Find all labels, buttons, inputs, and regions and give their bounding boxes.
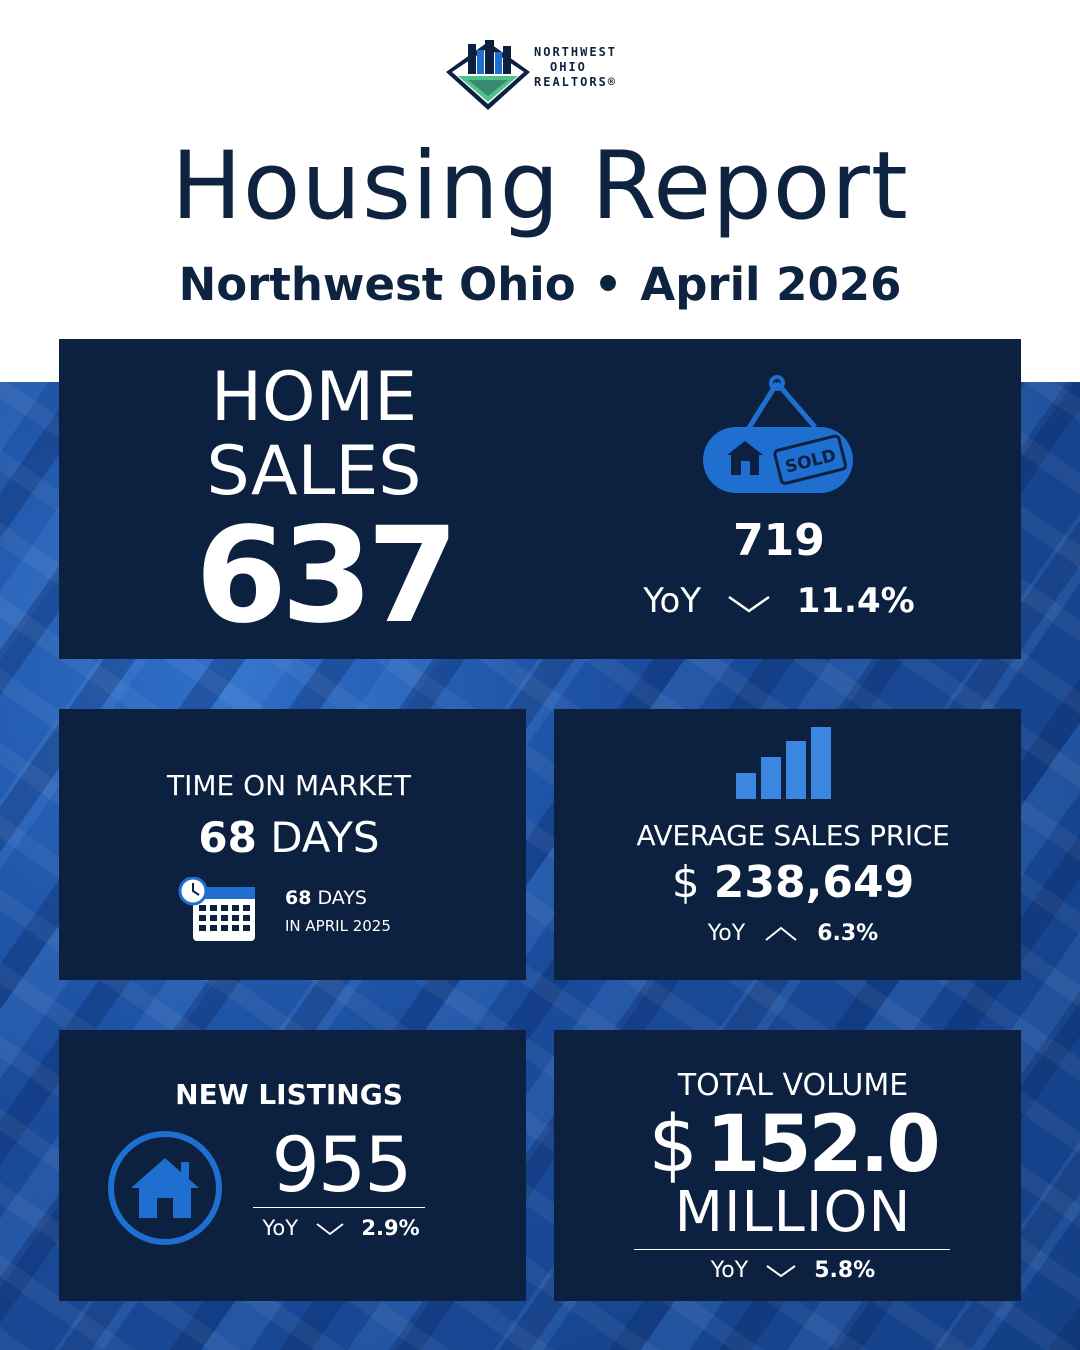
total-volume-card: TOTAL VOLUME $152.0 MILLION YoY 5.8% — [554, 1030, 1021, 1301]
home-sales-card: HOME SALES 637 SOLD 719 YoY 11.4% — [59, 339, 1021, 659]
logo-wordmark: NORTHWEST OHIO REALTORS® — [534, 45, 617, 90]
logo-line-1: NORTHWEST — [534, 45, 618, 59]
time-on-market-prior-period: IN APRIL 2025 — [285, 917, 391, 935]
bar-chart-icon — [736, 727, 831, 799]
logo-emblem-icon — [446, 40, 530, 110]
currency-symbol: $ — [671, 857, 700, 908]
average-sales-price-yoy: YoY 6.3% — [554, 921, 1032, 946]
time-on-market-card: TIME ON MARKET 68 DAYS 68 DAYS IN APRIL … — [59, 709, 526, 980]
sold-sign-icon: SOLD — [703, 375, 853, 493]
yoy-label: YoY — [710, 1258, 749, 1283]
house-icon — [108, 1131, 222, 1245]
average-sales-price-number: 238,649 — [713, 857, 915, 908]
time-on-market-prior-unit: DAYS — [317, 887, 368, 909]
total-volume-value: $152.0 — [554, 1100, 1032, 1190]
divider — [634, 1249, 950, 1250]
new-listings-yoy: YoY 2.9% — [255, 1216, 427, 1240]
separator-dot: • — [593, 258, 623, 311]
divider — [253, 1207, 425, 1208]
total-volume-unit: MILLION — [674, 1180, 912, 1245]
region-label: Northwest Ohio — [178, 258, 576, 311]
new-listings-label: NEW LISTINGS — [175, 1078, 403, 1111]
home-sales-label-line2: SALES — [206, 432, 422, 511]
total-volume-number: 152.0 — [705, 1100, 941, 1190]
yoy-percent: 2.9% — [361, 1216, 420, 1240]
time-on-market-label: TIME ON MARKET — [167, 769, 411, 802]
home-sales-yoy: YoY 11.4% — [619, 581, 939, 621]
home-sales-label: HOME SALES — [189, 361, 439, 509]
home-sales-label-line1: HOME — [210, 358, 418, 437]
time-on-market-prior-number: 68 — [285, 887, 312, 909]
time-on-market-prior: 68 DAYS — [285, 887, 367, 909]
average-sales-price-value: $ 238,649 — [554, 857, 1032, 908]
chevron-down-icon — [728, 595, 770, 613]
time-on-market-number: 68 — [198, 813, 257, 862]
total-volume-yoy: YoY 5.8% — [554, 1258, 1032, 1283]
logo-line-2: OHIO — [550, 60, 587, 74]
yoy-percent: 11.4% — [796, 581, 915, 621]
new-listings-card: NEW LISTINGS 955 YoY 2.9% — [59, 1030, 526, 1301]
chevron-up-icon — [765, 926, 797, 941]
currency-symbol: $ — [648, 1100, 698, 1190]
average-sales-price-card: AVERAGE SALES PRICE $ 238,649 YoY 6.3% — [554, 709, 1021, 980]
page-title: Housing Report — [171, 132, 909, 241]
period-label: April 2026 — [640, 258, 902, 311]
new-listings-value: 955 — [271, 1120, 412, 1209]
chevron-down-icon — [316, 1223, 344, 1236]
northwest-ohio-realtors-logo: NORTHWEST OHIO REALTORS® — [444, 38, 644, 114]
yoy-percent: 6.3% — [817, 921, 879, 946]
yoy-label: YoY — [643, 581, 702, 621]
yoy-label: YoY — [707, 921, 746, 946]
time-on-market-unit: DAYS — [270, 813, 380, 862]
average-sales-price-label: AVERAGE SALES PRICE — [636, 819, 950, 852]
report-subtitle: Northwest Ohio • April 2026 — [0, 258, 1080, 311]
yoy-percent: 5.8% — [814, 1258, 876, 1283]
yoy-label: YoY — [262, 1216, 299, 1240]
logo-line-3: REALTORS® — [534, 75, 618, 89]
home-sales-value: 637 — [195, 499, 459, 653]
chevron-down-icon — [766, 1265, 796, 1278]
home-sales-prior-value: 719 — [733, 515, 825, 566]
calendar-clock-icon — [178, 877, 255, 941]
total-volume-label: TOTAL VOLUME — [677, 1068, 909, 1103]
time-on-market-value: 68 DAYS — [59, 813, 519, 862]
